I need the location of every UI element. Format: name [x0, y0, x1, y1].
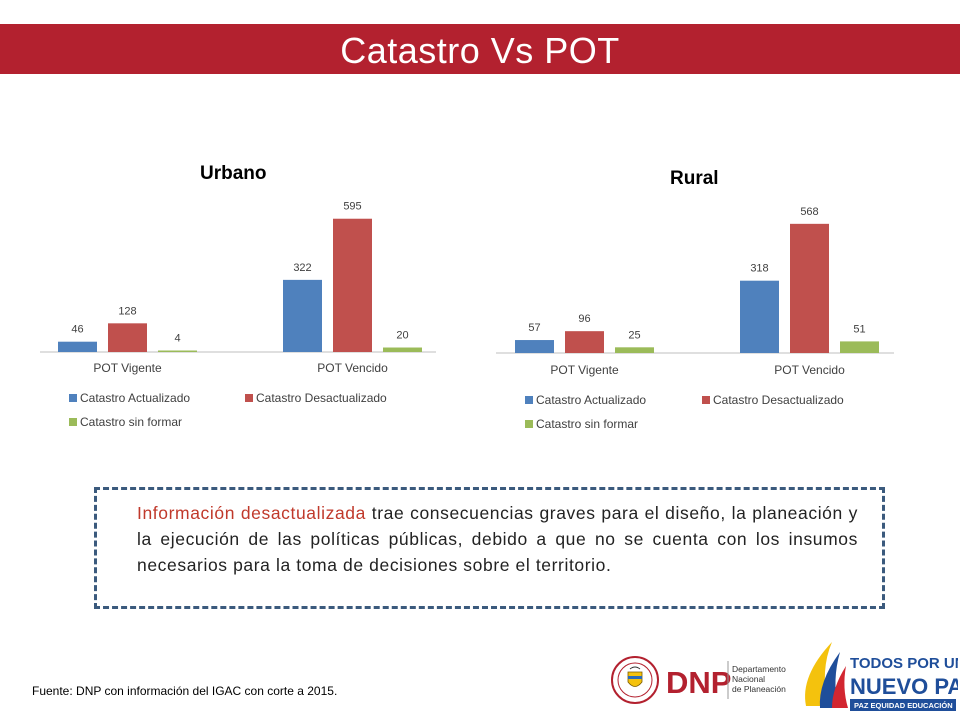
legend-swatch [69, 394, 77, 402]
dnp-logo-line1: Departamento [732, 664, 786, 674]
data-label: 128 [118, 305, 136, 317]
dnp-logo-line3: de Planeación [732, 684, 786, 694]
bar [283, 279, 322, 352]
legend-swatch [245, 394, 253, 402]
coat-of-arms-logo [610, 655, 660, 705]
gov-logo-line3: PAZ EQUIDAD EDUCACIÓN [854, 701, 953, 710]
note-highlight: Información desactualizada [137, 503, 366, 523]
bar [108, 323, 147, 352]
bar [158, 350, 197, 352]
legend-swatch [702, 396, 710, 404]
chart-title-rural: Rural [670, 168, 719, 189]
category-label: POT Vencido [317, 361, 388, 375]
gov-logo-line2: NUEVO PAÍS [850, 674, 958, 699]
data-label: 322 [293, 262, 311, 274]
chart-title-urbano: Urbano [200, 163, 267, 184]
legend-item-catastro-sin-formar: Catastro sin formar [525, 417, 638, 431]
title-banner: Catastro Vs POT [0, 24, 960, 74]
gov-logo-line1: TODOS POR UN [850, 655, 958, 672]
bar [333, 218, 372, 352]
dnp-logo-line2: Nacional [732, 674, 765, 684]
data-label: 46 [71, 324, 83, 336]
legend-item-catastro-desactualizado: Catastro Desactualizado [245, 391, 387, 405]
dnp-logo: DNP Departamento Nacional de Planeación [666, 655, 791, 705]
seal-icon [611, 656, 659, 704]
legend-swatch [525, 420, 533, 428]
legend-item-catastro-actualizado: Catastro Actualizado [69, 391, 190, 405]
todos-por-un-nuevo-pais-logo: TODOS POR UN NUEVO PAÍS PAZ EQUIDAD EDUC… [798, 636, 960, 716]
bar [383, 347, 422, 352]
bar [58, 341, 97, 352]
legend-swatch [69, 418, 77, 426]
legend-label: Catastro sin formar [80, 415, 183, 429]
data-label: 20 [396, 330, 408, 342]
note-body: trae consecuencias graves para el diseño… [137, 503, 858, 575]
dnp-logo-text: DNP [666, 665, 731, 700]
page-title: Catastro Vs POT [340, 30, 620, 71]
legend-swatch [525, 396, 533, 404]
note-text: Información desactualizada trae consecue… [137, 500, 858, 578]
data-label: 595 [343, 201, 361, 213]
legend-item-catastro-sin-formar: Catastro sin formar [69, 415, 182, 429]
legend-label: Catastro Actualizado [536, 393, 647, 407]
data-label: 4 [174, 333, 180, 345]
legend-label: Catastro Desactualizado [713, 393, 844, 407]
source-footnote: Fuente: DNP con información del IGAC con… [32, 684, 338, 698]
legend-label: Catastro sin formar [536, 417, 639, 431]
note-box: Información desactualizada trae consecue… [94, 487, 885, 609]
legend-label: Catastro Actualizado [80, 391, 191, 405]
legend-item-catastro-actualizado: Catastro Actualizado [525, 393, 646, 407]
legend-label: Catastro Desactualizado [256, 391, 387, 405]
legend-item-catastro-desactualizado: Catastro Desactualizado [702, 393, 844, 407]
category-label: POT Vigente [93, 361, 162, 375]
